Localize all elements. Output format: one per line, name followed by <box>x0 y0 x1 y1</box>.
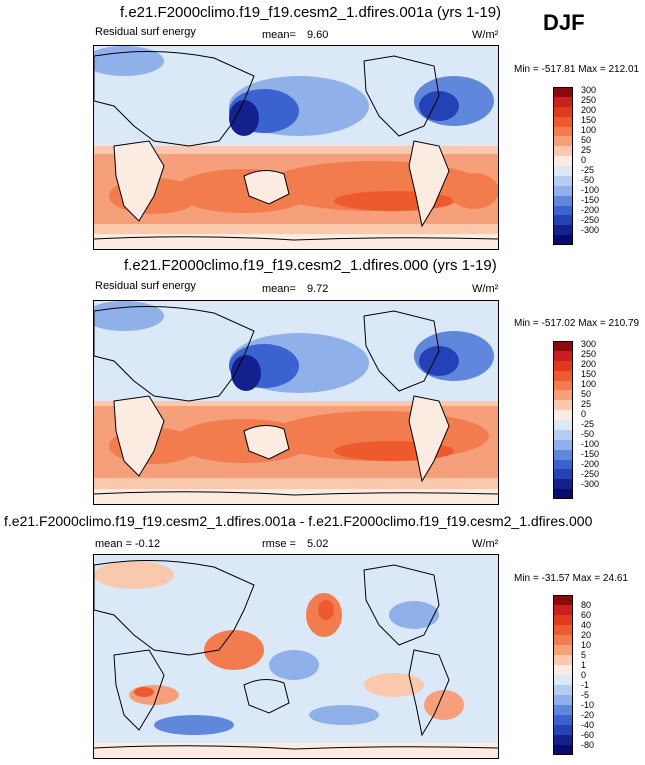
colorbar-tick-label: 200 <box>581 105 597 115</box>
panel3-rmse-label: rmse = <box>262 538 296 550</box>
colorbar-tick-label: -250 <box>581 469 600 479</box>
colorbar-tick-label: 25 <box>581 399 592 409</box>
panel2-mean-label: mean= <box>262 283 296 295</box>
panel2-variable-label: Residual surf energy <box>95 280 196 292</box>
colorbar-tick-label: 250 <box>581 95 597 105</box>
panel3-map-svg <box>94 555 498 758</box>
colorbar-tick-label: -10 <box>581 700 595 710</box>
colorbar-tick-label: 100 <box>581 125 597 135</box>
panel3-mean-label: mean = <box>95 538 132 550</box>
colorbar-tick-label: 1 <box>581 660 587 670</box>
colorbar-tick-label: -250 <box>581 215 600 225</box>
colorbar-tick-label: -200 <box>581 205 600 215</box>
panel2-colorbar <box>553 341 573 499</box>
colorbar-tick-label: 5 <box>581 650 587 660</box>
panel3-mean-value: -0.12 <box>135 538 161 550</box>
colorbar-tick-label: 250 <box>581 349 597 359</box>
panel1-title: f.e21.F2000climo.f19_f19.cesm2_1.dfires.… <box>120 4 502 21</box>
panel2-minmax: Min = -517.02 Max = 210.79 <box>514 318 640 329</box>
colorbar-tick-label: 25 <box>581 145 592 155</box>
colorbar-tick-label: 50 <box>581 135 592 145</box>
colorbar-tick-label: -300 <box>581 479 600 489</box>
colorbar-tick-label: 80 <box>581 600 592 610</box>
colorbar-tick-label: -25 <box>581 419 595 429</box>
colorbar-tick-label: 60 <box>581 610 592 620</box>
panel1-map <box>93 45 499 250</box>
panel2-title: f.e21.F2000climo.f19_f19.cesm2_1.dfires.… <box>124 257 497 274</box>
colorbar-tick-label: 100 <box>581 379 597 389</box>
colorbar-tick-label: 40 <box>581 620 592 630</box>
panel3-map <box>93 554 499 759</box>
colorbar-tick-label: 0 <box>581 670 587 680</box>
colorbar-tick-label: 150 <box>581 115 597 125</box>
colorbar-tick-label: 0 <box>581 155 587 165</box>
colorbar-tick-label: -60 <box>581 730 595 740</box>
colorbar-tick-label: -20 <box>581 710 595 720</box>
colorbar-tick-label: -50 <box>581 175 595 185</box>
panel2-map-svg <box>94 301 498 504</box>
panel1-mean-label: mean= <box>262 29 296 41</box>
panel1-mean-value: 9.60 <box>307 29 329 41</box>
panel3-colorbar-swatches <box>553 595 573 755</box>
colorbar-tick-label: 300 <box>581 85 597 95</box>
colorbar-tick-label: -100 <box>581 439 600 449</box>
panel3-title: f.e21.F2000climo.f19_f19.cesm2_1.dfires.… <box>4 513 593 529</box>
colorbar-tick-label: 50 <box>581 389 592 399</box>
panel1-map-svg <box>94 46 498 249</box>
colorbar-tick-label: -40 <box>581 720 595 730</box>
panel1-colorbar-swatches <box>553 87 573 245</box>
panel3-rmse-value: 5.02 <box>307 538 329 550</box>
colorbar-tick-label: -150 <box>581 195 600 205</box>
colorbar-tick-label: -50 <box>581 429 595 439</box>
panel1-units: W/m² <box>472 29 499 41</box>
colorbar-tick-label: -5 <box>581 690 590 700</box>
panel2-units: W/m² <box>472 283 499 295</box>
colorbar-tick-label: 10 <box>581 640 592 650</box>
colorbar-tick-label: -1 <box>581 680 590 690</box>
panel2-mean-value: 9.72 <box>307 283 329 295</box>
colorbar-tick-label: 300 <box>581 339 597 349</box>
panel3-colorbar <box>553 595 573 755</box>
colorbar-tick-label: 200 <box>581 359 597 369</box>
colorbar-tick-label: 20 <box>581 630 592 640</box>
colorbar-tick-label: -80 <box>581 740 595 750</box>
colorbar-tick-label: 0 <box>581 409 587 419</box>
panel1-minmax: Min = -517.81 Max = 212.01 <box>514 64 640 75</box>
colorbar-tick-label: -200 <box>581 459 600 469</box>
season-label: DJF <box>543 10 585 35</box>
colorbar-tick-label: -300 <box>581 225 600 235</box>
panel1-colorbar <box>553 87 573 245</box>
colorbar-tick-label: -100 <box>581 185 600 195</box>
panel2-colorbar-swatches <box>553 341 573 499</box>
panel3-minmax: Min = -31.57 Max = 24.61 <box>514 573 628 584</box>
colorbar-tick-label: 150 <box>581 369 597 379</box>
colorbar-tick-label: -150 <box>581 449 600 459</box>
panel2-map <box>93 300 499 505</box>
panel1-variable-label: Residual surf energy <box>95 26 196 38</box>
colorbar-tick-label: -25 <box>581 165 595 175</box>
panel3-units: W/m² <box>472 538 499 550</box>
